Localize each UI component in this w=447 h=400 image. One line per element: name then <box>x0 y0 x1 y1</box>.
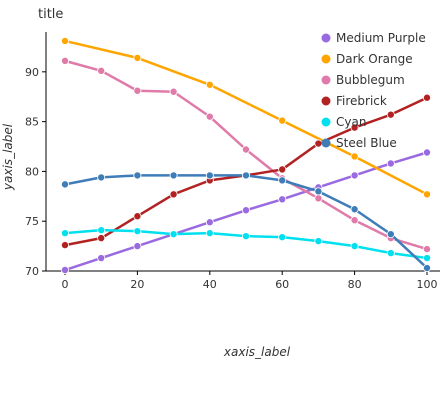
data-point-bubblegum <box>61 56 70 65</box>
data-point-firebrick <box>278 165 287 174</box>
data-point-medium-purple <box>386 159 395 168</box>
data-point-bubblegum <box>97 66 106 75</box>
x-tick-label: 20 <box>130 278 144 291</box>
data-point-steel-blue <box>350 205 359 214</box>
data-point-cyan <box>314 237 323 246</box>
data-point-firebrick <box>133 212 142 221</box>
data-point-medium-purple <box>278 195 287 204</box>
data-point-medium-purple <box>205 218 214 227</box>
x-tick-label: 0 <box>62 278 69 291</box>
legend-label-medium-purple: Medium Purple <box>336 31 426 45</box>
data-point-steel-blue <box>278 176 287 185</box>
x-tick-label: 40 <box>203 278 217 291</box>
legend-label-cyan: Cyan <box>336 115 366 129</box>
data-point-steel-blue <box>386 230 395 239</box>
data-point-medium-purple <box>422 148 431 157</box>
y-tick-label: 80 <box>25 165 39 178</box>
data-point-firebrick <box>350 123 359 132</box>
legend-marker-firebrick <box>321 96 331 106</box>
data-point-steel-blue <box>61 180 70 189</box>
y-tick-label: 75 <box>25 215 39 228</box>
data-point-medium-purple <box>241 206 250 215</box>
data-point-dark-orange <box>61 36 70 45</box>
data-point-bubblegum <box>314 194 323 203</box>
series-layer <box>61 36 431 275</box>
data-point-dark-orange <box>422 190 431 199</box>
x-tick-label: 60 <box>275 278 289 291</box>
data-point-firebrick <box>422 93 431 102</box>
series-line-dark-orange <box>63 39 429 196</box>
legend-label-firebrick: Firebrick <box>336 94 387 108</box>
data-point-firebrick <box>314 139 323 148</box>
data-point-bubblegum <box>169 87 178 96</box>
data-point-dark-orange <box>350 152 359 161</box>
data-point-firebrick <box>169 190 178 199</box>
data-point-firebrick <box>386 110 395 119</box>
data-point-steel-blue <box>241 171 250 180</box>
series-line-steel-blue <box>63 174 429 270</box>
data-point-dark-orange <box>278 116 287 125</box>
data-point-cyan <box>241 232 250 241</box>
data-point-steel-blue <box>205 171 214 180</box>
legend-marker-steel-blue <box>321 138 331 148</box>
data-point-cyan <box>278 233 287 242</box>
data-point-bubblegum <box>133 86 142 95</box>
legend-marker-bubblegum <box>321 75 331 85</box>
data-point-bubblegum <box>241 145 250 154</box>
data-point-medium-purple <box>61 266 70 275</box>
data-point-firebrick <box>61 241 70 250</box>
data-point-bubblegum <box>350 216 359 225</box>
data-point-bubblegum <box>205 112 214 121</box>
y-tick-label: 70 <box>25 265 39 278</box>
data-point-cyan <box>97 226 106 235</box>
x-axis-label: xaxis_label <box>223 345 291 359</box>
data-point-medium-purple <box>97 254 106 263</box>
x-tick-label: 100 <box>417 278 438 291</box>
data-point-steel-blue <box>97 173 106 182</box>
legend-marker-cyan <box>321 117 331 127</box>
data-point-cyan <box>133 227 142 236</box>
data-point-dark-orange <box>133 53 142 62</box>
legend-label-bubblegum: Bubblegum <box>336 73 405 87</box>
chart-title: title <box>38 7 63 22</box>
legend: Medium Purple Dark Orange Bubblegum Firebri… <box>321 31 426 150</box>
data-point-cyan <box>169 230 178 239</box>
data-point-bubblegum <box>422 245 431 254</box>
y-tick-label: 90 <box>25 66 39 79</box>
data-point-cyan <box>422 254 431 263</box>
data-point-steel-blue <box>314 187 323 196</box>
data-point-steel-blue <box>169 171 178 180</box>
data-point-cyan <box>61 229 70 238</box>
y-axis-label: yaxis_label <box>1 123 15 191</box>
data-point-medium-purple <box>350 171 359 180</box>
data-point-steel-blue <box>133 171 142 180</box>
x-axis: 0 20 40 60 80 100 <box>46 270 440 291</box>
legend-label-steel-blue: Steel Blue <box>336 136 397 150</box>
data-point-firebrick <box>97 234 106 243</box>
data-point-steel-blue <box>422 264 431 273</box>
data-point-cyan <box>386 249 395 258</box>
legend-marker-medium-purple <box>321 33 331 43</box>
data-point-medium-purple <box>133 242 142 251</box>
data-point-cyan <box>205 229 214 238</box>
x-tick-label: 80 <box>348 278 362 291</box>
y-axis: 70 75 80 85 90 <box>25 32 47 278</box>
legend-marker-dark-orange <box>321 54 331 64</box>
data-point-cyan <box>350 242 359 251</box>
legend-label-dark-orange: Dark Orange <box>336 52 413 66</box>
y-tick-label: 85 <box>25 116 39 129</box>
data-point-dark-orange <box>205 80 214 89</box>
